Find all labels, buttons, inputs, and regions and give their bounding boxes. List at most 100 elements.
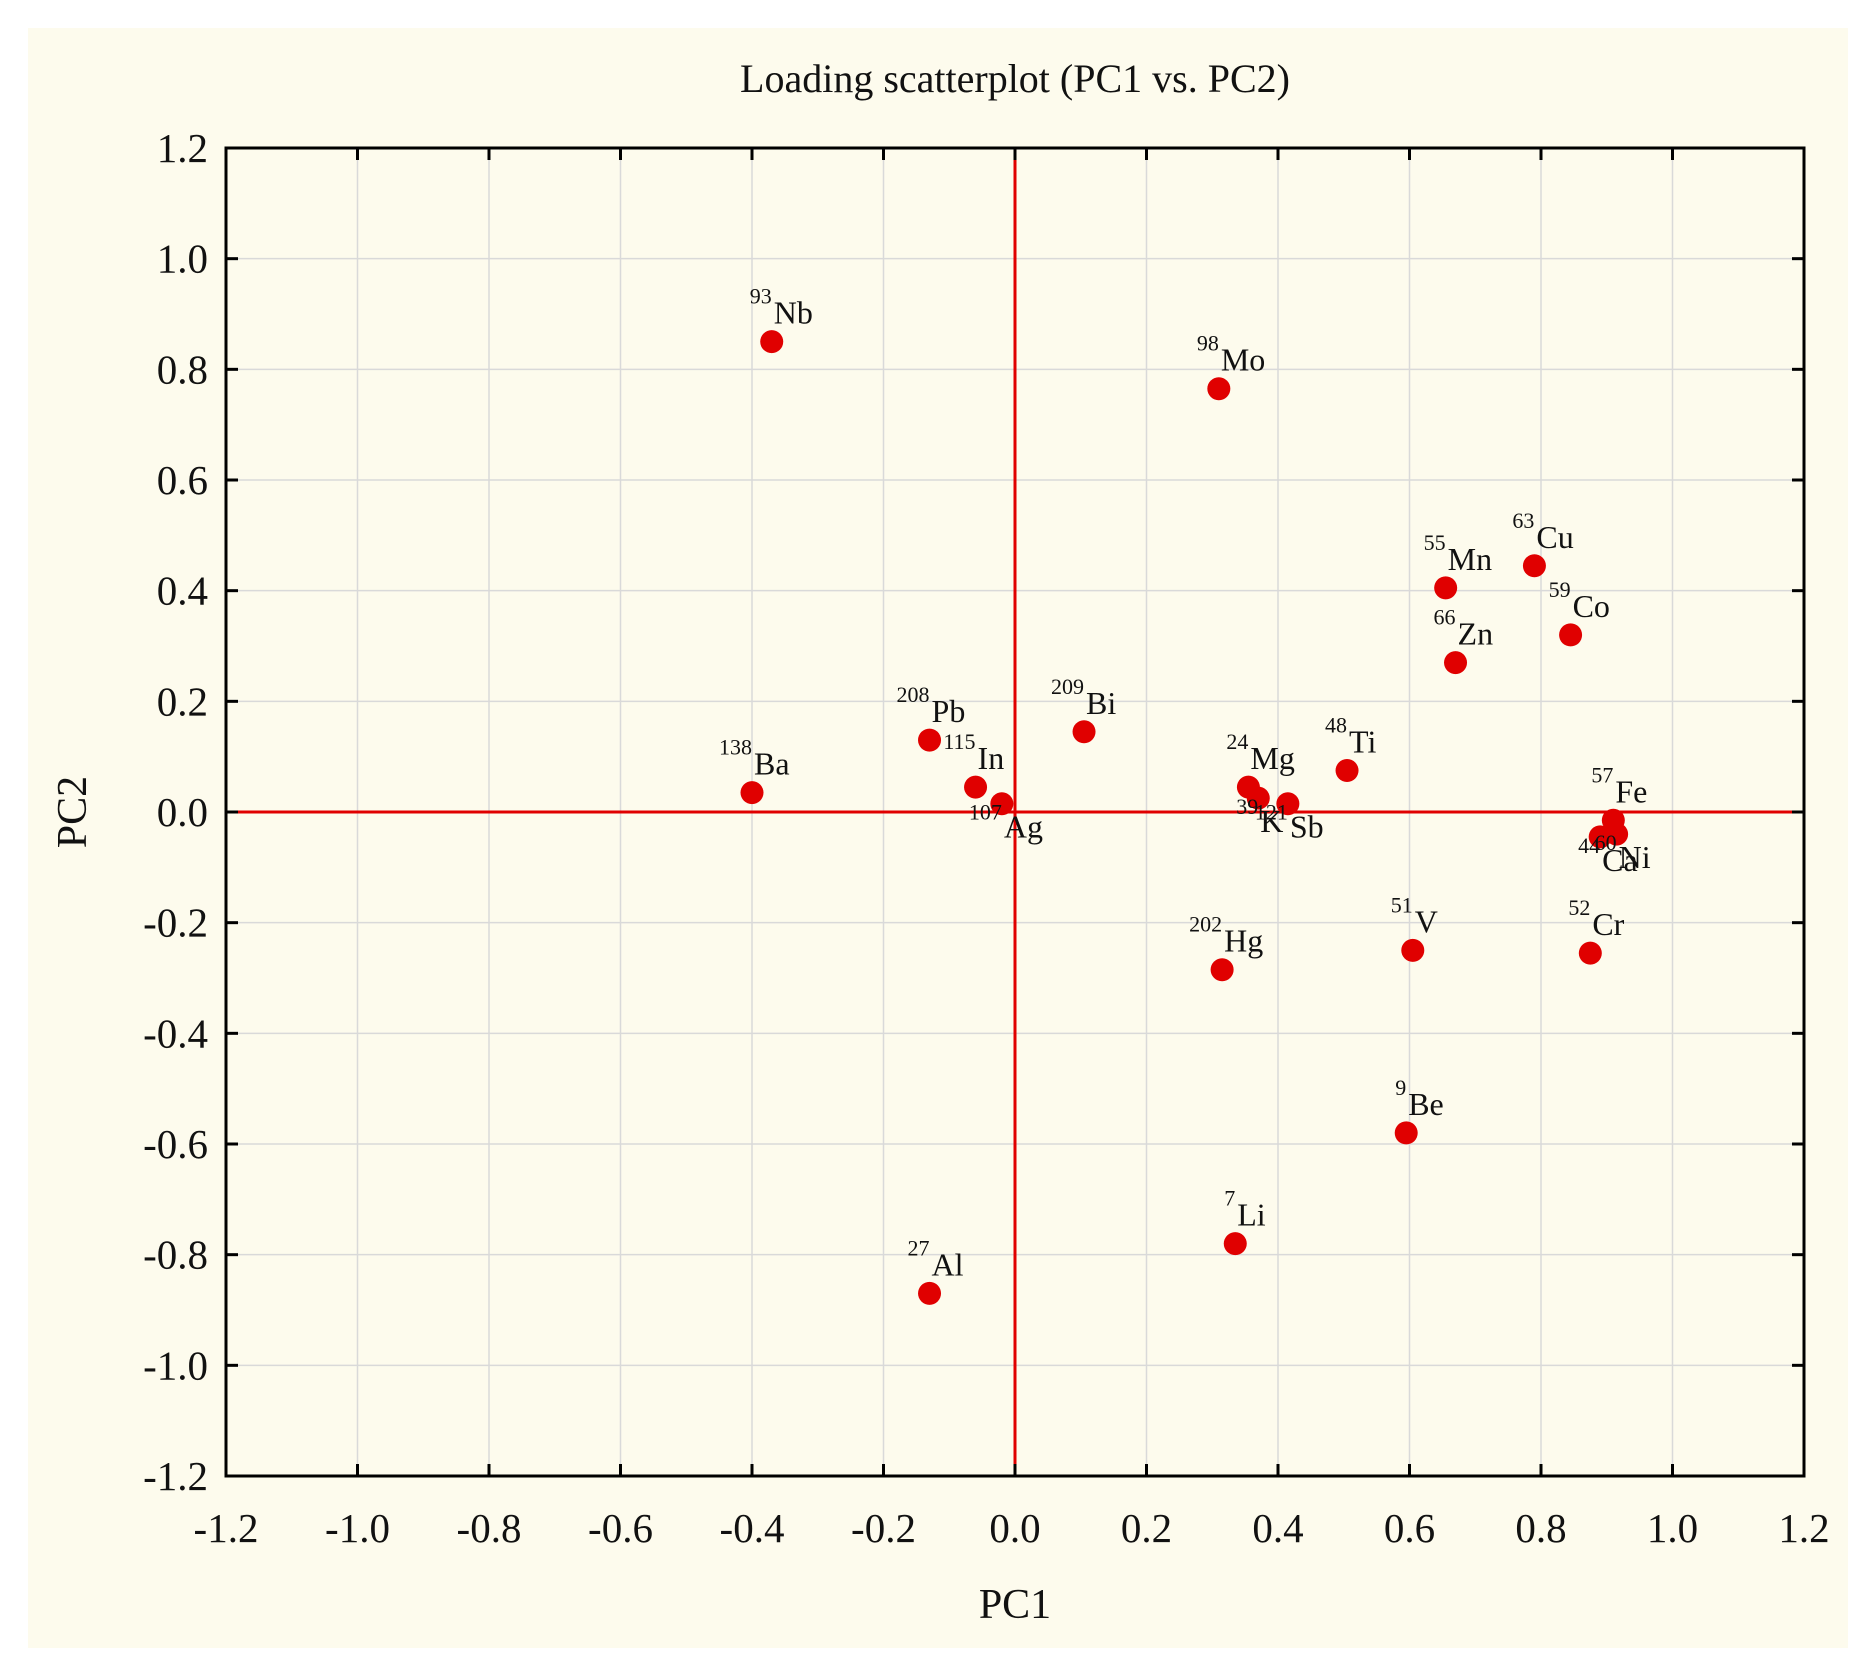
data-point <box>1210 958 1234 982</box>
data-point <box>1335 759 1359 782</box>
point-label-mass: 115 <box>943 729 975 754</box>
y-tick-label: 1.2 <box>157 125 208 171</box>
point-label-mass: 51 <box>1391 892 1413 917</box>
data-point <box>1246 786 1270 810</box>
point-label-mass: 63 <box>1512 508 1534 533</box>
point-label: Mg <box>1250 740 1294 776</box>
y-tick-label: 0.4 <box>157 568 208 614</box>
y-tick-label: -1.2 <box>143 1453 208 1499</box>
point-label-mass: 48 <box>1325 713 1347 738</box>
data-point <box>1578 941 1602 965</box>
point-label: Bi <box>1086 685 1116 721</box>
y-tick-label: -0.8 <box>143 1232 208 1278</box>
scatter-chart: Loading scatterplot (PC1 vs. PC2) -1.2 -1… <box>50 56 1830 1628</box>
point-label: Pb <box>932 693 966 729</box>
point-label-mass: 59 <box>1549 577 1571 602</box>
data-point <box>1401 938 1425 962</box>
point-label-mass: 107 <box>969 800 1002 825</box>
data-point <box>1276 792 1300 816</box>
point-label-mass: 202 <box>1189 912 1222 937</box>
axis-ticks <box>224 146 1806 1478</box>
data-point <box>1559 623 1583 647</box>
point-label: V <box>1415 903 1438 939</box>
y-axis-title: PC2 <box>50 776 96 848</box>
x-tick-label: 1.0 <box>1647 1505 1698 1551</box>
data-point <box>964 775 988 799</box>
chart-title: Loading scatterplot (PC1 vs. PC2) <box>740 56 1290 101</box>
y-tick-label: -0.4 <box>143 1010 208 1056</box>
point-label: Cu <box>1536 519 1573 555</box>
point-label: K <box>1260 803 1283 839</box>
data-point <box>1434 576 1458 600</box>
data-point <box>1207 377 1231 401</box>
point-label-mass: 24 <box>1226 729 1248 754</box>
point-label-mass: 7 <box>1224 1186 1235 1211</box>
point-label: Fe <box>1615 773 1647 809</box>
data-point <box>990 792 1014 816</box>
point-label-mass: 57 <box>1591 762 1613 787</box>
point-label-mass: 98 <box>1197 331 1219 356</box>
x-tick-label: -0.8 <box>457 1505 522 1551</box>
y-tick-label: 1.0 <box>157 236 208 282</box>
point-label-mass: 93 <box>750 284 772 309</box>
x-axis-title: PC1 <box>979 1582 1051 1628</box>
x-tick-label: -1.2 <box>194 1505 259 1551</box>
point-label: In <box>978 740 1005 776</box>
x-tick-label: 0.2 <box>1121 1505 1172 1551</box>
point-label-mass: 66 <box>1434 605 1456 630</box>
point-label: Ba <box>754 746 790 782</box>
point-label: Ni <box>1619 839 1651 875</box>
point-label-mass: 121 <box>1255 800 1288 825</box>
point-label: Ca <box>1602 842 1638 878</box>
point-label: Zn <box>1458 616 1494 652</box>
point-label: Li <box>1237 1197 1266 1233</box>
y-tick-label: -1.0 <box>143 1342 208 1388</box>
reference-lines <box>226 148 1804 1476</box>
x-tick-label: 0.8 <box>1515 1505 1566 1551</box>
point-label: Mn <box>1448 541 1492 577</box>
x-tick-label: -1.0 <box>325 1505 390 1551</box>
y-tick-label: -0.2 <box>143 900 208 946</box>
y-axis-tick-labels: 1.2 1.0 0.8 0.6 0.4 0.2 0.0 -0.2 -0.4 -0.6 -0.8 -1.… <box>143 125 208 1499</box>
x-tick-label: -0.6 <box>588 1505 653 1551</box>
data-point <box>760 330 784 354</box>
point-label: Ag <box>1004 809 1043 845</box>
x-tick-label: -0.4 <box>720 1505 785 1551</box>
point-label: Ti <box>1349 724 1376 760</box>
y-tick-label: 0.6 <box>157 457 208 503</box>
data-point <box>918 1281 942 1305</box>
point-label: Co <box>1573 588 1610 624</box>
chart-figure: Loading scatterplot (PC1 vs. PC2) -1.2 -1… <box>28 28 1848 1648</box>
point-label: Be <box>1408 1086 1444 1122</box>
point-label-mass: 44 <box>1578 833 1600 858</box>
point-label-mass: 9 <box>1395 1075 1406 1100</box>
data-point <box>1605 822 1629 846</box>
x-tick-label: 0.0 <box>989 1505 1040 1551</box>
point-label-mass: 39 <box>1236 794 1258 819</box>
point-label: Al <box>932 1246 964 1282</box>
x-tick-label: 1.2 <box>1778 1505 1829 1551</box>
point-label-mass: 209 <box>1051 674 1084 699</box>
point-label-mass: 27 <box>908 1235 930 1260</box>
data-point <box>1223 1232 1247 1256</box>
data-point <box>1394 1121 1418 1145</box>
point-label: Cr <box>1592 906 1624 942</box>
point-label: Mo <box>1221 342 1265 378</box>
point-label-mass: 138 <box>719 735 752 760</box>
data-point <box>1522 554 1546 578</box>
point-label: Hg <box>1224 923 1263 959</box>
point-label-mass: 55 <box>1424 530 1446 555</box>
data-point <box>740 781 764 805</box>
y-tick-label: 0.2 <box>157 678 208 724</box>
x-tick-label: 0.4 <box>1252 1505 1303 1551</box>
point-label-mass: 60 <box>1595 830 1617 855</box>
point-label-mass: 208 <box>897 682 930 707</box>
y-tick-label: 0.0 <box>157 789 208 835</box>
y-tick-label: -0.6 <box>143 1121 208 1167</box>
x-tick-label: -0.2 <box>851 1505 916 1551</box>
y-tick-label: 0.8 <box>157 346 208 392</box>
data-point <box>1072 720 1096 744</box>
point-label: Nb <box>774 295 813 331</box>
data-point <box>918 728 942 752</box>
